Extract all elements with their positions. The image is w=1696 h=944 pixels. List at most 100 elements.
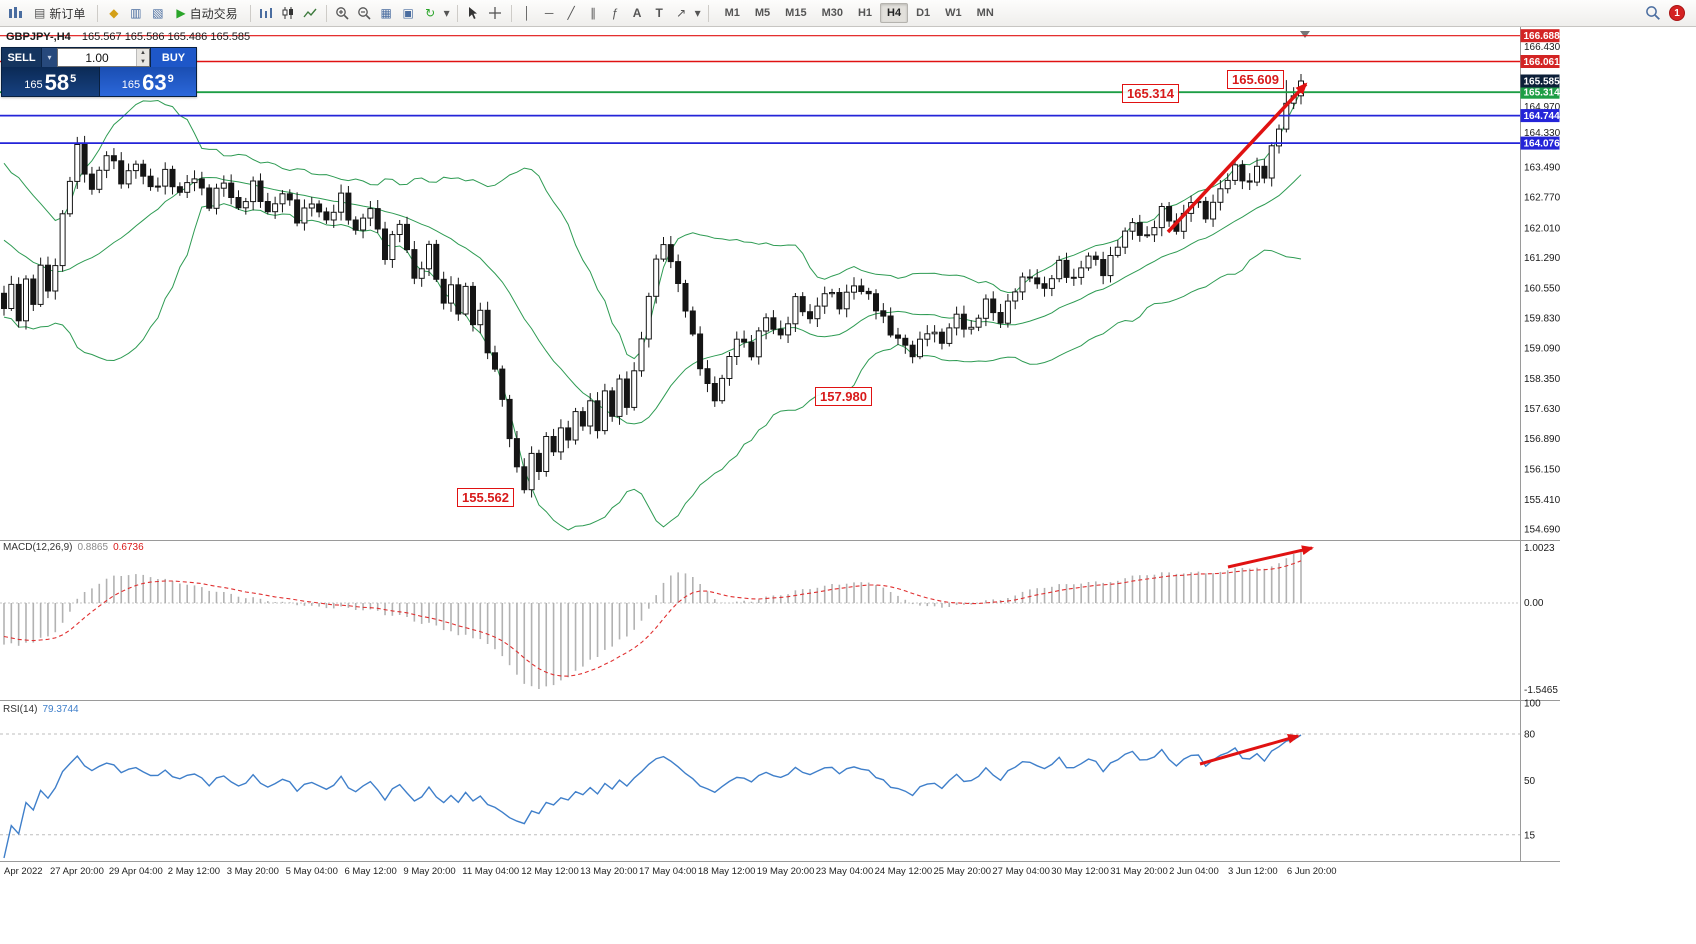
timeframe-group: M1 M5 M15 M30 H1 H4 D1 W1 MN	[718, 3, 1001, 23]
cascade-windows-icon[interactable]: ▣	[402, 6, 414, 20]
notification-badge[interactable]: 1	[1669, 5, 1685, 21]
cursor-tool-icon[interactable]	[463, 3, 484, 24]
volume-input[interactable]	[58, 49, 136, 66]
svg-text:-1.5465: -1.5465	[1524, 685, 1558, 696]
fibonacci-tool-icon[interactable]: ƒ	[611, 6, 619, 20]
zoom-in-icon[interactable]	[332, 3, 353, 24]
svg-text:Apr 2022: Apr 2022	[4, 866, 43, 877]
volume-down-button[interactable]: ▼	[137, 57, 149, 66]
price-annotation: 165.314	[1122, 84, 1179, 103]
svg-text:164.076: 164.076	[1524, 139, 1561, 150]
crosshair-tool-icon[interactable]	[485, 3, 506, 24]
timeframe-button-m15[interactable]: M15	[778, 3, 813, 23]
trend-arrow	[1199, 733, 1300, 766]
price-tag	[1520, 109, 1560, 123]
line-chart-icon[interactable]	[300, 3, 321, 24]
price-chart-canvas[interactable]: 166.430 164.970 164.330 163.490 162.770 162.0…	[0, 27, 1696, 944]
ask-pip-digit: 9	[167, 73, 174, 85]
refresh-dropdown-icon[interactable]: ▾	[443, 6, 450, 20]
ohlc-values: 165.567 165.586 165.486 165.585	[81, 31, 251, 43]
search-icon[interactable]	[1642, 3, 1663, 24]
svg-text:3 Jun 12:00: 3 Jun 12:00	[1228, 866, 1278, 877]
toolbar-separator	[456, 4, 458, 22]
timeframe-button-mn[interactable]: MN	[970, 3, 1001, 23]
new-order-button[interactable]: ▤ 新订单	[27, 3, 92, 24]
svg-text:6 May 12:00: 6 May 12:00	[345, 866, 397, 877]
svg-text:160.550: 160.550	[1524, 284, 1561, 295]
text-tool-icon[interactable]: A	[632, 6, 642, 20]
horizontal-line-tool-icon[interactable]: ─	[544, 6, 554, 20]
data-window-icon[interactable]: ▧	[152, 6, 164, 20]
autotrading-play-icon: ▶	[176, 6, 186, 20]
rsi-label: RSI(14) 79.3744	[3, 704, 79, 715]
new-chart-icon[interactable]	[5, 3, 26, 24]
svg-text:2 Jun 04:00: 2 Jun 04:00	[1169, 866, 1219, 877]
svg-text:0.00: 0.00	[1524, 598, 1544, 609]
toolbar-separator	[249, 4, 251, 22]
arrows-tool-icon[interactable]: ↗	[676, 6, 687, 20]
svg-text:50: 50	[1524, 776, 1536, 787]
svg-text:164.970: 164.970	[1524, 102, 1561, 113]
autotrading-button[interactable]: ▶ 自动交易	[169, 3, 244, 24]
order-form-icon: ▤	[34, 6, 46, 20]
profiles-icon[interactable]: ◆	[109, 6, 119, 20]
vertical-line-tool-icon[interactable]: │	[523, 6, 531, 20]
timeframe-button-h1[interactable]: H1	[851, 3, 879, 23]
price-tag	[1520, 74, 1560, 88]
macd-label: MACD(12,26,9) 0.8865 0.6736	[3, 542, 144, 553]
timeframe-button-m1[interactable]: M1	[718, 3, 747, 23]
volume-field: ▲ ▼	[57, 48, 150, 67]
tile-windows-icon[interactable]: ▦	[380, 6, 392, 20]
toolbar: ▤ 新订单 ◆ ▥ ▧ ▶ 自动交易 ▦ ▣ ↻ ▾	[0, 0, 1696, 27]
trendline-tool-icon[interactable]: ╱	[567, 6, 575, 20]
channel-tool-icon[interactable]: ∥	[590, 6, 597, 20]
bar-chart-icon[interactable]	[256, 3, 277, 24]
trade-options-dropdown[interactable]: ▾	[42, 48, 57, 67]
svg-text:27 May 04:00: 27 May 04:00	[992, 866, 1050, 877]
market-watch-icon[interactable]: ▥	[130, 6, 142, 20]
price-annotation: 165.609	[1227, 70, 1284, 89]
svg-text:31 May 20:00: 31 May 20:00	[1110, 866, 1168, 877]
price-annotation: 157.980	[815, 387, 872, 406]
bid-pip-digit: 5	[70, 73, 77, 85]
trend-arrow	[1227, 545, 1314, 569]
trend-arrows	[1166, 82, 1314, 766]
bid-price[interactable]: 165 58 5	[2, 67, 100, 96]
symbol-title: GBPJPY-,H4	[6, 31, 71, 43]
candlestick-chart-icon[interactable]	[278, 3, 299, 24]
bid-prefix: 165	[24, 79, 43, 91]
ask-prefix: 165	[121, 79, 141, 91]
timeframe-button-w1[interactable]: W1	[938, 3, 969, 23]
ask-price[interactable]: 165 63 9	[99, 67, 196, 96]
ask-big-digits: 63	[142, 70, 167, 95]
buy-button[interactable]: BUY	[150, 48, 196, 67]
price-tag	[1520, 29, 1560, 43]
sell-button[interactable]: SELL	[2, 48, 42, 67]
svg-text:100: 100	[1524, 699, 1541, 710]
timeframe-button-m5[interactable]: M5	[748, 3, 777, 23]
price-axis: 166.430 164.970 164.330 163.490 162.770 162.0…	[0, 27, 1561, 862]
svg-text:29 Apr 04:00: 29 Apr 04:00	[109, 866, 163, 877]
autotrading-label: 自动交易	[189, 6, 238, 21]
trend-arrow	[1166, 82, 1308, 234]
price-tag	[1520, 55, 1560, 68]
refresh-icon[interactable]: ↻	[425, 6, 436, 20]
label-tool-icon[interactable]: T	[655, 6, 663, 20]
svg-text:163.490: 163.490	[1524, 163, 1561, 174]
zoom-out-icon[interactable]	[354, 3, 375, 24]
bollinger-bands	[3, 90, 1302, 531]
timeframe-button-d1[interactable]: D1	[909, 3, 937, 23]
volume-up-button[interactable]: ▲	[137, 49, 149, 58]
horizontal-levels[interactable]	[0, 35, 1520, 144]
timeframe-button-m30[interactable]: M30	[815, 3, 850, 23]
svg-text:19 May 20:00: 19 May 20:00	[757, 866, 815, 877]
arrows-dropdown-icon[interactable]: ▾	[694, 6, 701, 20]
svg-text:155.410: 155.410	[1524, 495, 1561, 506]
toolbar-separator	[707, 4, 709, 22]
toolbar-right-group: 1	[1642, 3, 1691, 24]
price-tag	[1520, 85, 1560, 99]
svg-text:3 May 20:00: 3 May 20:00	[227, 866, 279, 877]
toolbar-separator	[97, 4, 99, 22]
timeframe-button-h4[interactable]: H4	[880, 3, 909, 23]
